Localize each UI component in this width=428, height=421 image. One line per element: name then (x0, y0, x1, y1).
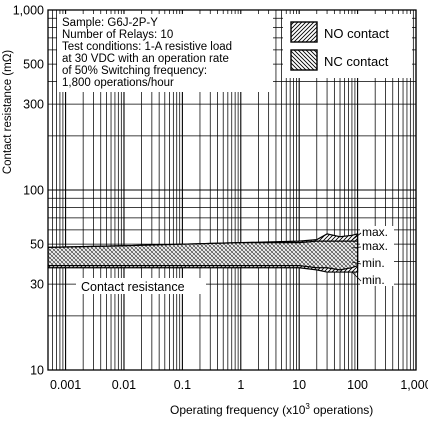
plot-frame (47, 9, 417, 371)
leader-line (351, 261, 362, 265)
leader-line (351, 246, 362, 249)
annotation-max: max. (362, 239, 388, 253)
y-tick-label: 1,000 (13, 4, 44, 18)
annotation-min: min. (362, 256, 385, 270)
series-band-nc-contact (48, 240, 359, 271)
y-tick-label: 500 (23, 58, 44, 72)
y-tick-label: 100 (23, 184, 44, 198)
x-tick-label: 1,000 (400, 378, 428, 392)
legend-swatch-nc (290, 49, 318, 71)
x-tick-label: 100 (347, 378, 368, 392)
legend-label-nc: NC contact (324, 54, 389, 69)
note-line: 1,800 operations/hour (62, 77, 174, 89)
annotation-bg (360, 226, 394, 286)
y-tick-label: 30 (30, 278, 44, 292)
annotation-min: min. (362, 273, 385, 287)
note-line: of 50% Switching frequency: (62, 65, 207, 77)
y-tick-label: 10 (30, 364, 44, 378)
y-tick-label: 300 (23, 98, 44, 112)
annotation-bg (76, 278, 206, 294)
x-tick-label: 10 (292, 378, 306, 392)
leader-line (351, 232, 362, 241)
x-axis-label: Operating frequency (x103 operations) (170, 402, 374, 417)
note-line: Test conditions: 1-A resistive load (62, 41, 232, 53)
y-axis-label: Contact resistance (mΩ) (2, 49, 14, 175)
x-tick-label: 0.01 (112, 378, 136, 392)
y-tick-label: 50 (30, 238, 44, 252)
note-line: Number of Relays: 10 (62, 29, 173, 41)
legend-swatch-no (290, 21, 318, 43)
x-tick-label: 0.001 (50, 378, 81, 392)
notes-box (57, 14, 273, 92)
annotation-contact-resistance: Contact resistance (81, 280, 185, 294)
x-tick-label: 0.1 (174, 378, 191, 392)
x-tick-label: 1 (237, 378, 244, 392)
annotation-max: max. (362, 225, 388, 239)
note-line: Sample: G6J-2P-Y (62, 17, 158, 29)
note-line: at 30 VDC with an operation rate (62, 53, 229, 65)
legend-label-no: NO contact (324, 26, 389, 41)
leader-line (351, 271, 362, 282)
